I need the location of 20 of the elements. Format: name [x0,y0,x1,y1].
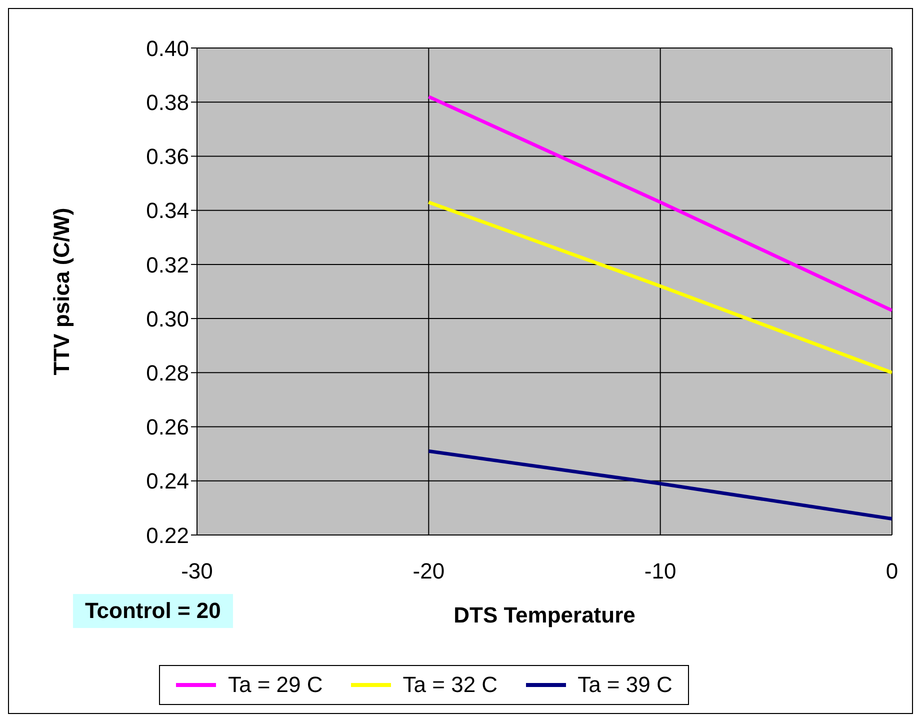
y-tick-label: 0.30 [146,306,189,332]
y-tick-label: 0.22 [146,522,189,548]
y-axis-title: TTV psica (C/W) [48,208,74,376]
y-tick-label: 0.28 [146,360,189,386]
text: Tcontrol = 20 [73,594,233,628]
y-tick-label: 0.24 [146,468,189,494]
legend-label: Ta = 29 C [228,672,323,698]
x-tick-label: -20 [412,558,445,584]
x-tick-label: -10 [644,558,676,584]
x-tick-label: -30 [181,558,213,584]
legend-label: Ta = 39 C [578,672,672,698]
y-tick-label: 0.26 [146,414,189,440]
legend-label: Ta = 32 C [402,672,498,698]
y-tick-label: 0.36 [146,144,189,170]
x-axis-title: DTS Temperature [454,602,636,628]
y-tick-label: 0.34 [146,198,189,224]
y-tick-label: 0.38 [146,90,189,115]
x-tick-label: 0 [886,558,898,584]
y-tick-label: 0.32 [146,252,189,278]
y-tick-label: 0.40 [146,36,189,61]
